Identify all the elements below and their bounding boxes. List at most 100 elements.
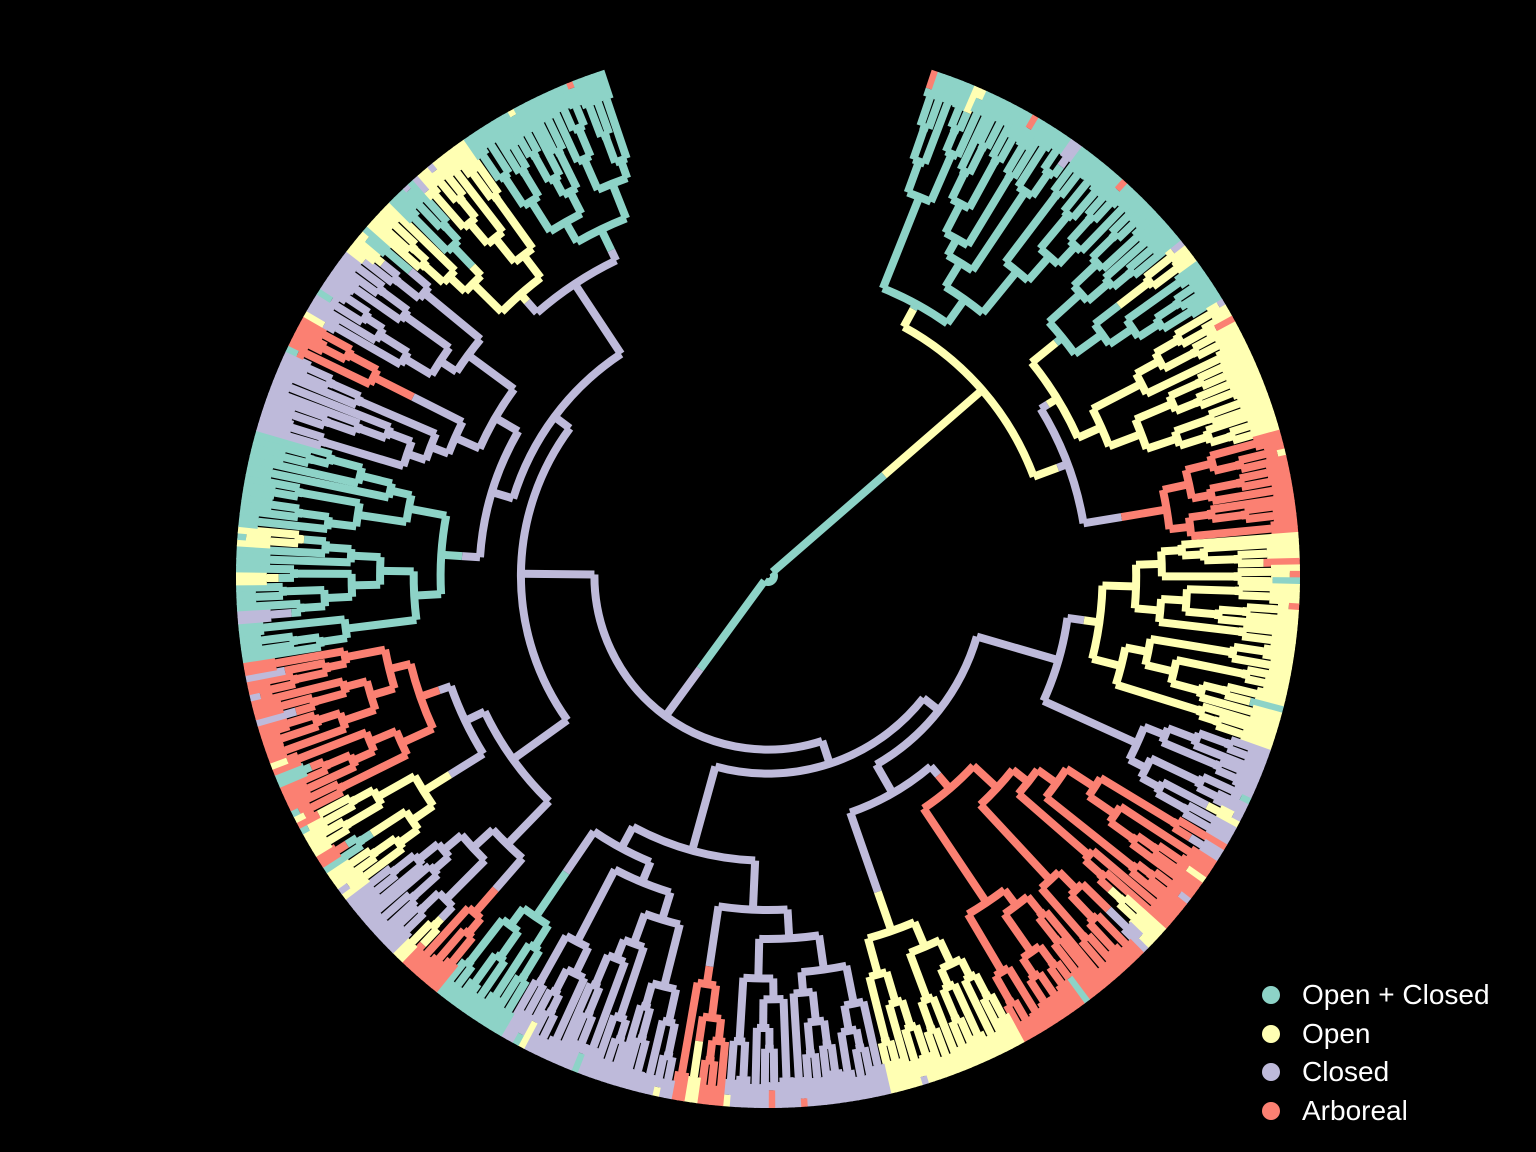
tip-branch (1085, 932, 1126, 976)
tip-branch (511, 1031, 524, 1046)
tree-arc (1101, 275, 1117, 290)
tree-branch (882, 970, 900, 1004)
tip-branch (263, 398, 296, 417)
tree-branch (321, 437, 405, 470)
tip-branch (366, 220, 423, 272)
tip-branch (346, 245, 367, 264)
tree-branch (532, 870, 570, 920)
tree-branch (386, 428, 414, 446)
tree-branch (1201, 773, 1235, 795)
tree-branch (977, 802, 1054, 883)
tip-branch (1146, 875, 1188, 910)
tip-branch (1209, 304, 1230, 321)
tip-branch (1189, 293, 1223, 319)
tree-branch (936, 938, 955, 966)
tip-branch (237, 613, 272, 625)
tree-arc (1206, 508, 1216, 520)
tree-branch (637, 1007, 655, 1041)
tree-branch (341, 705, 377, 725)
tip-branch (474, 128, 492, 150)
tip-branch (702, 1084, 713, 1105)
tree-branch (491, 235, 518, 265)
tip-branch (1068, 969, 1096, 1001)
tree-branch (524, 298, 540, 316)
tip-branch (1137, 933, 1154, 949)
tree-branch (470, 826, 496, 851)
tip-branch (516, 1012, 535, 1036)
tip-branch (387, 928, 413, 954)
tree-branch (840, 1004, 853, 1032)
tip-branch (242, 656, 276, 670)
tree-arc (447, 684, 487, 756)
tip-branch (528, 1034, 545, 1055)
tip-branch (970, 97, 984, 115)
tree-branch (1125, 247, 1154, 273)
tree-branch (1161, 348, 1198, 373)
tip-branch (625, 1068, 639, 1091)
tip-branch (282, 350, 312, 370)
tree-branch (470, 171, 495, 202)
tip-branch (1176, 891, 1192, 905)
tip-branch (818, 1045, 834, 1105)
tree-branch (1167, 378, 1202, 400)
tip-branch (582, 1046, 601, 1078)
tip-branch (1128, 868, 1184, 916)
tip-branch (1277, 602, 1290, 611)
tip-branch (296, 810, 321, 829)
tree-arc (517, 164, 529, 177)
tip-branch (432, 168, 447, 184)
tree-branch (580, 157, 602, 192)
tree-arc (481, 709, 552, 805)
tree-branch (1173, 414, 1213, 436)
tree-branch (500, 174, 528, 209)
tree-branch (539, 1013, 559, 1040)
tree-branch (270, 537, 299, 548)
tree-branch (312, 689, 348, 706)
tree-arc (591, 828, 653, 866)
tree-branch (1190, 524, 1272, 541)
tip-branch (467, 995, 487, 1020)
tip-branch (250, 677, 344, 708)
tree-arc (1244, 422, 1254, 431)
tip-branch (238, 512, 260, 523)
tip-branch (320, 282, 349, 305)
tip-branch (1245, 612, 1299, 625)
tree-branch (271, 469, 390, 502)
tree-branch (1245, 511, 1274, 524)
tree-branch (338, 751, 409, 792)
tip-branch (422, 166, 442, 188)
tree-arc (324, 377, 336, 389)
tip-branch (957, 83, 976, 112)
tree-branch (432, 193, 467, 231)
tree-branch (1173, 311, 1212, 338)
tip-branch (1217, 615, 1298, 631)
tree-arc (1152, 315, 1167, 332)
tip-branch (236, 582, 283, 592)
tip-branch (1093, 170, 1119, 198)
tree-branch (1014, 146, 1047, 190)
tip-branch (435, 958, 469, 997)
tree-branch (504, 798, 552, 848)
tip-branch (1178, 282, 1216, 311)
tip-branch (245, 467, 273, 481)
tip-branch (259, 722, 291, 740)
tree-branch (524, 982, 548, 1015)
tree-branch (536, 933, 570, 985)
tree-branch (1158, 618, 1244, 636)
tip-branch (929, 71, 946, 101)
tip-branch (1049, 131, 1068, 152)
tree-branch (970, 762, 1000, 791)
tree-branch (1209, 440, 1256, 460)
tip-branch (240, 641, 295, 657)
tip-branch (1229, 789, 1243, 802)
tip-branch (840, 1070, 854, 1103)
tip-branch (1076, 154, 1099, 180)
tip-branch (918, 1053, 936, 1084)
tip-branch (1188, 845, 1218, 868)
tree-arc (1206, 454, 1219, 472)
tree-branch (996, 137, 1016, 164)
tip-branch (1187, 271, 1209, 290)
tree-arc (392, 835, 406, 851)
tree-branch (1082, 513, 1123, 528)
tip-branch (1036, 124, 1057, 149)
